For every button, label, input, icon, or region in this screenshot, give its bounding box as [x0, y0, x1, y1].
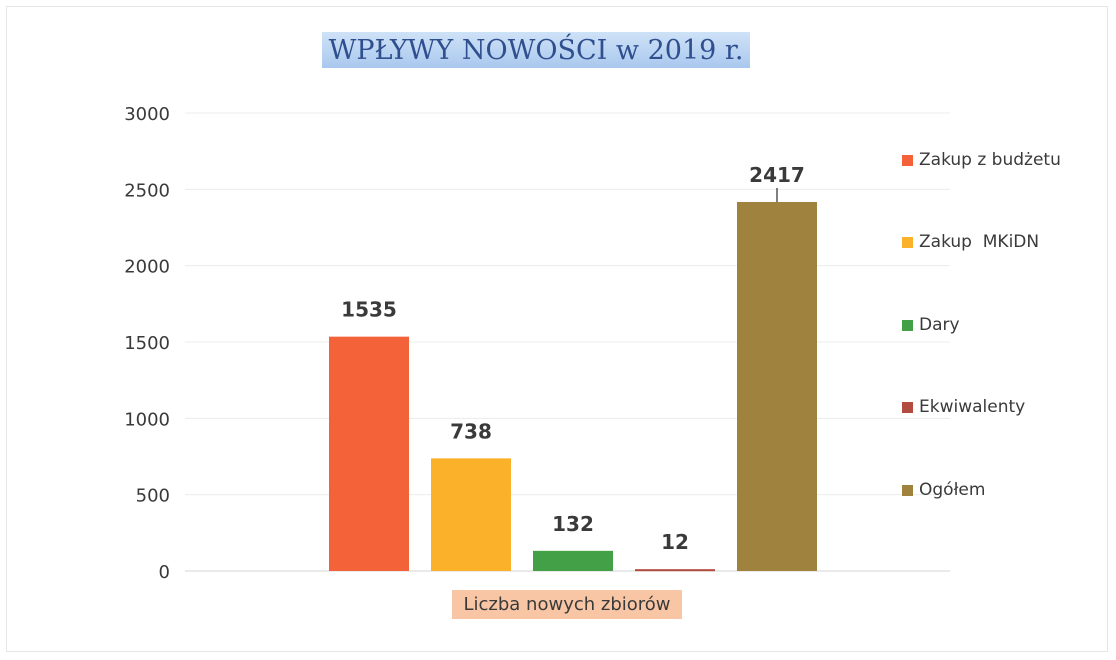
data-label: 1535	[341, 298, 397, 322]
y-tick-label: 500	[136, 486, 170, 507]
legend-item: Zakup MKiDN	[902, 232, 1039, 252]
legend-label: Ekwiwalenty	[919, 397, 1026, 417]
y-tick-label: 3000	[124, 104, 170, 125]
y-tick-label: 1000	[124, 409, 170, 430]
bar	[635, 569, 715, 572]
chart-frame	[6, 6, 1108, 652]
bar	[431, 458, 511, 571]
y-tick-label: 1500	[124, 333, 170, 354]
legend-label: Ogółem	[919, 480, 986, 500]
legend-item: Ogółem	[902, 480, 985, 500]
gridlines	[185, 112, 950, 572]
bars	[329, 188, 817, 572]
chart-title: WPŁYWY NOWOŚCI w 2019 r.	[328, 34, 744, 66]
legend-swatch	[902, 236, 913, 248]
bar	[533, 550, 613, 571]
data-labels: 1535 738 132 12 2417	[341, 163, 805, 554]
legend-item: Zakup z budżetu	[902, 150, 1061, 170]
y-tick-label: 2000	[124, 257, 170, 278]
chart-title-banner: WPŁYWY NOWOŚCI w 2019 r.	[322, 32, 750, 68]
legend-swatch	[902, 154, 913, 166]
legend-label: Zakup z budżetu	[919, 150, 1061, 170]
bar	[737, 202, 817, 571]
legend-swatch	[902, 319, 913, 331]
y-tick-label: 0	[159, 562, 170, 583]
legend-label: Zakup MKiDN	[919, 232, 1040, 252]
legend-swatch	[902, 484, 913, 496]
bar	[329, 336, 409, 571]
legend-item: Dary	[902, 315, 960, 335]
category-label-box: Liczba nowych zbiorów	[452, 590, 682, 619]
y-axis-ticks: 0 500 1000 1500 2000 2500 3000	[124, 104, 170, 583]
data-label: 2417	[749, 163, 805, 187]
data-label: 132	[552, 512, 594, 536]
legend-swatch	[902, 401, 913, 413]
data-label: 12	[661, 530, 689, 554]
data-label: 738	[450, 419, 492, 443]
legend-item: Ekwiwalenty	[902, 397, 1025, 417]
y-tick-label: 2500	[124, 180, 170, 201]
x-category-label: Liczba nowych zbiorów	[463, 594, 671, 615]
legend-label: Dary	[919, 315, 960, 335]
